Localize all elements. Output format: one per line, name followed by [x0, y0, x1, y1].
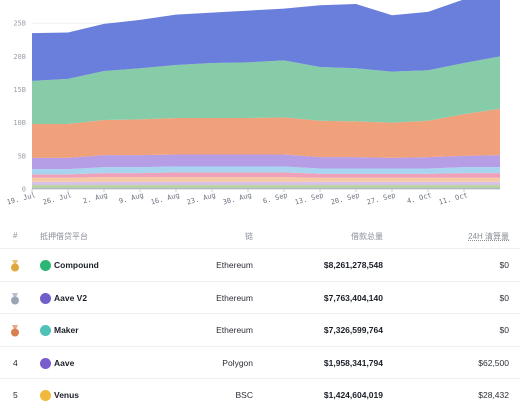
stacked-area-chart: 0 5B 10B 15B 20B 25B 19. Jul 26. Jul 2. Aug 9. Au…	[6, 0, 500, 207]
platform-name[interactable]: Maker	[54, 325, 79, 336]
y-tick-label: 0	[22, 186, 26, 194]
x-tick-label: 9. Aug	[118, 191, 145, 205]
y-tick-label: 20B	[13, 53, 26, 61]
header-24h-liquidation[interactable]: 24H 清算量	[468, 232, 509, 241]
header-chain: 链	[245, 232, 253, 241]
lending-platform-table: # 抵押借贷平台 链 借款总量 24H 清算量 Compound Ethereum…	[0, 222, 520, 411]
y-tick-label: 15B	[13, 86, 26, 94]
chain-name: Ethereum	[216, 260, 253, 270]
x-tick-label: 23. Aug	[186, 191, 217, 206]
total-borrowed-value: $7,326,599,764	[323, 325, 383, 336]
x-tick-label: 13. Sep	[294, 191, 325, 206]
platform-name[interactable]: Compound	[54, 260, 99, 270]
chain-name: Polygon	[222, 357, 253, 368]
platform-logo-icon	[40, 292, 51, 304]
area-series-7	[32, 154, 500, 170]
x-tick-label: 4. Oct	[406, 191, 433, 205]
rank-number: 4	[13, 357, 18, 368]
liquidation-24h-value: $0	[499, 292, 509, 303]
medal-icon	[10, 292, 20, 305]
rank-number: 5	[13, 390, 18, 401]
liquidation-24h-value: $0	[499, 325, 509, 336]
total-borrowed-value: $1,958,341,794	[323, 357, 383, 368]
liquidation-24h-value: $28,432	[478, 390, 509, 401]
table-row[interactable]: Maker Ethereum $7,326,599,764 $0	[0, 313, 520, 346]
chain-name: Ethereum	[216, 325, 253, 336]
liquidation-24h-value: $62,500	[478, 357, 509, 368]
x-tick-label: 20. Sep	[330, 191, 361, 206]
x-tick-label: 19. Jul	[6, 191, 37, 206]
liquidation-24h-value: $0	[499, 260, 509, 270]
total-borrowed-value: $7,763,404,140	[323, 292, 383, 303]
platform-name[interactable]: Aave V2	[54, 292, 88, 303]
area-series-10	[32, 0, 500, 81]
table-row[interactable]: Compound Ethereum $8,261,278,548 $0	[0, 248, 520, 281]
y-tick-label: 10B	[13, 119, 26, 127]
medal-icon	[10, 325, 20, 337]
total-borrowed-value: $1,424,604,019	[323, 390, 383, 401]
x-tick-label: 2. Aug	[82, 191, 109, 205]
platform-name[interactable]: Venus	[54, 390, 80, 401]
area-series-8	[32, 108, 500, 158]
x-tick-label: 11. Oct	[438, 191, 469, 206]
chain-name: Ethereum	[216, 292, 253, 303]
header-rank: #	[13, 231, 18, 240]
table-row[interactable]: Aave V2 Ethereum $7,763,404,140 $0	[0, 280, 520, 314]
area-series-3	[32, 181, 500, 186]
platform-logo-icon	[40, 357, 51, 369]
y-tick-label: 25B	[13, 20, 26, 28]
platform-name[interactable]: Aave	[54, 357, 75, 368]
y-tick-label: 5B	[18, 152, 26, 160]
platform-logo-icon	[40, 325, 51, 337]
platform-logo-icon	[40, 390, 51, 402]
x-tick-label: 30. Aug	[222, 191, 253, 206]
platform-logo-icon	[40, 260, 51, 271]
table-row[interactable]: 4 Aave Polygon $1,958,341,794 $62,500	[0, 345, 520, 379]
chain-name: BSC	[235, 390, 253, 401]
area-series-4	[32, 177, 500, 182]
medal-icon	[10, 260, 20, 272]
area-series-9	[32, 56, 500, 125]
x-tick-label: 26. Jul	[42, 191, 73, 206]
header-platform: 抵押借贷平台	[40, 232, 88, 241]
x-tick-label: 27. Sep	[366, 191, 397, 206]
table-header: # 抵押借贷平台 链 借款总量 24H 清算量	[0, 222, 520, 248]
x-tick-label: 6. Sep	[262, 191, 289, 205]
table-row[interactable]: 5 Venus BSC $1,424,604,019 $28,432	[0, 378, 520, 411]
area-series-2	[32, 185, 500, 188]
header-total-borrowed[interactable]: 借款总量	[351, 232, 383, 241]
x-tick-label: 16. Aug	[150, 191, 181, 206]
total-borrowed-value: $8,261,278,548	[323, 260, 383, 270]
